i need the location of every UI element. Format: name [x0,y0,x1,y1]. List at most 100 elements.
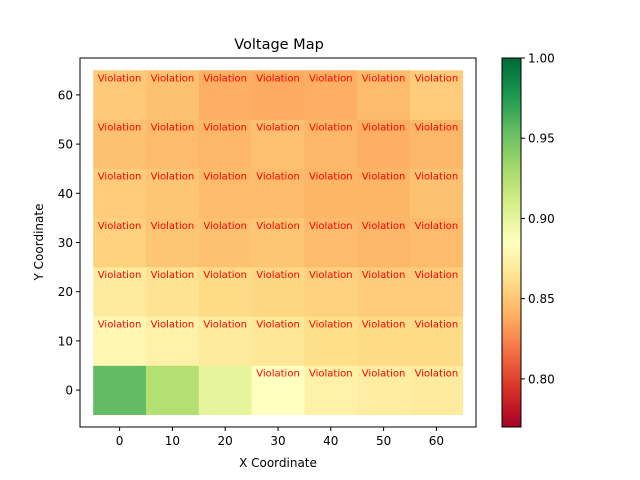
violation-label-60-40: Violation [415,172,459,183]
violation-label-0-50: Violation [98,123,142,134]
violation-label-30-20: Violation [256,270,300,281]
violation-label-10-30: Violation [151,221,195,232]
violation-label-40-50: Violation [309,123,353,134]
violation-label-50-60: Violation [362,73,406,84]
heatmap-cell-60-30 [410,217,464,268]
heatmap-cell-20-20 [198,267,252,317]
heatmap-cell-20-40 [198,168,252,219]
violation-label-40-0: Violation [309,369,353,380]
colorbar-tick-label: 0.85 [528,292,555,306]
heatmap-cell-30-0 [251,365,305,415]
x-tick-label: 40 [323,434,338,448]
colorbar-tick-label: 1.00 [528,52,555,66]
heatmap-cell-40-30 [304,217,358,268]
y-axis-ticks: 0 10 20 30 40 50 60 [58,88,80,398]
heatmap-cell-30-10 [251,316,305,366]
violation-label-40-10: Violation [309,319,353,330]
heatmap-cell-10-60 [146,70,200,120]
heatmap-cell-10-30 [146,217,200,268]
x-axis-ticks: 0 10 20 30 40 50 60 [116,427,444,448]
violation-label-30-40: Violation [256,172,300,183]
x-axis-label: X Coordinate [239,456,317,470]
violation-label-10-40: Violation [151,172,195,183]
violation-label-30-60: Violation [256,73,300,84]
x-tick-label: 10 [165,434,180,448]
violation-label-10-50: Violation [151,123,195,134]
x-tick-label: 20 [218,434,233,448]
heatmap-cell-40-60 [304,70,358,120]
y-tick-label: 50 [58,138,73,152]
violation-label-60-50: Violation [415,123,459,134]
heatmap-cell-20-30 [198,217,252,268]
violation-label-60-0: Violation [415,369,459,380]
heatmap-cell-40-40 [304,168,358,219]
heatmap-cell-40-50 [304,119,358,169]
heatmap-cell-20-0 [198,365,252,415]
violation-label-20-60: Violation [203,73,247,84]
violation-label-20-40: Violation [203,172,247,183]
colorbar-tick-label: 0.95 [528,132,555,146]
heatmap-cell-0-40 [93,168,147,219]
violation-label-0-10: Violation [98,319,142,330]
violation-label-20-10: Violation [203,319,247,330]
heatmap-cell-60-0 [410,365,464,415]
heatmap-cell-60-20 [410,267,464,317]
heatmap-cell-50-20 [357,267,411,317]
violation-label-60-60: Violation [415,73,459,84]
violation-label-50-0: Violation [362,369,406,380]
violation-label-10-60: Violation [151,73,195,84]
heatmap-cells [93,70,464,415]
violation-label-20-50: Violation [203,123,247,134]
violation-label-40-40: Violation [309,172,353,183]
heatmap-cell-0-30 [93,217,147,268]
violation-label-40-30: Violation [309,221,353,232]
violation-label-60-20: Violation [415,270,459,281]
heatmap-cell-60-40 [410,168,464,219]
y-axis-label: Y Coordinate [32,204,46,282]
chart-title: Voltage Map [234,37,324,53]
heatmap-cell-10-0 [146,365,200,415]
heatmap-cell-50-50 [357,119,411,169]
heatmap-cell-60-10 [410,316,464,366]
violation-label-60-30: Violation [415,221,459,232]
heatmap-cell-30-20 [251,267,305,317]
heatmap-cell-50-0 [357,365,411,415]
violation-label-10-20: Violation [151,270,195,281]
heatmap-cell-0-60 [93,70,147,120]
x-tick-label: 50 [376,434,391,448]
colorbar-tick-label: 0.80 [528,372,555,386]
heatmap-cell-50-60 [357,70,411,120]
y-tick-label: 30 [58,236,73,250]
violation-label-0-20: Violation [98,270,142,281]
violation-label-50-10: Violation [362,319,406,330]
heatmap-cell-60-60 [410,70,464,120]
heatmap-cell-10-20 [146,267,200,317]
heatmap-cell-40-0 [304,365,358,415]
heatmap-cell-60-50 [410,119,464,169]
violation-label-40-20: Violation [309,270,353,281]
y-tick-label: 60 [58,88,73,102]
heatmap-cell-10-40 [146,168,200,219]
violation-label-0-60: Violation [98,73,142,84]
heatmap-cell-0-20 [93,267,147,317]
violation-label-40-60: Violation [309,73,353,84]
y-tick-label: 0 [65,384,73,398]
violation-label-50-50: Violation [362,123,406,134]
heatmap-cell-50-40 [357,168,411,219]
heatmap-cell-40-20 [304,267,358,317]
heatmap-cell-50-30 [357,217,411,268]
violation-label-10-10: Violation [151,319,195,330]
heatmap-cell-10-10 [146,316,200,366]
y-tick-label: 10 [58,334,73,348]
y-tick-label: 20 [58,285,73,299]
violation-label-30-50: Violation [256,123,300,134]
violation-label-60-10: Violation [415,319,459,330]
heatmap-cell-0-0 [93,365,147,415]
heatmap-cell-30-40 [251,168,305,219]
x-tick-label: 60 [429,434,444,448]
heatmap-cell-30-60 [251,70,305,120]
heatmap-cell-50-10 [357,316,411,366]
violation-label-30-0: Violation [256,369,300,380]
violation-label-50-30: Violation [362,221,406,232]
